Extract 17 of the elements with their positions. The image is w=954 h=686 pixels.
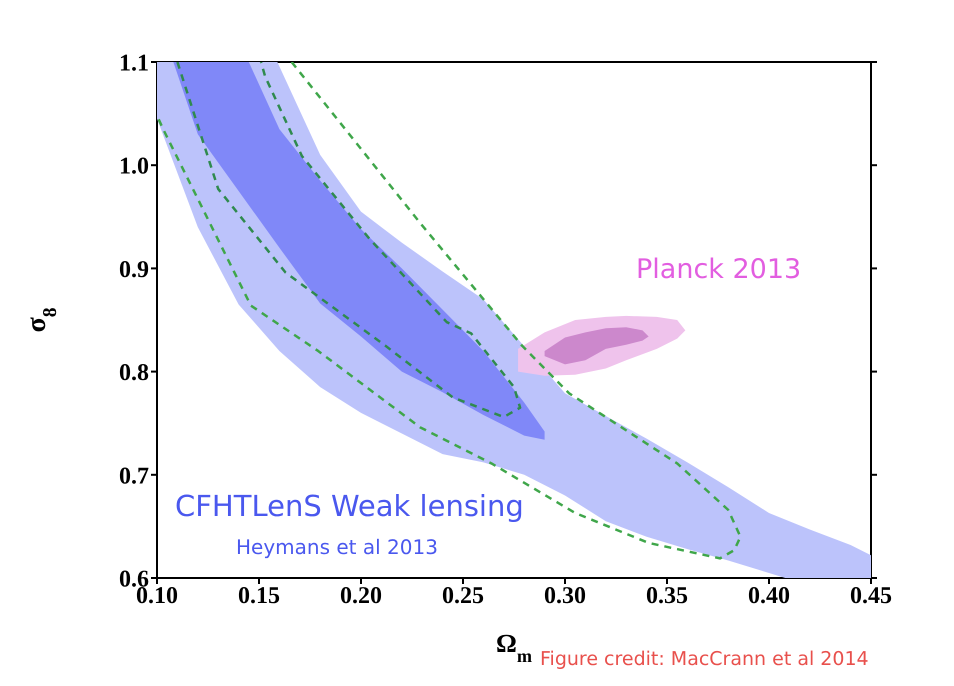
x-tick-label: 0.25 xyxy=(442,583,484,610)
x-axis-title: Ω$_{m}$ xyxy=(496,629,532,666)
x-tick-label: 0.45 xyxy=(850,583,892,610)
x-tick-label: 0.30 xyxy=(544,583,586,610)
x-tick-label: 0.40 xyxy=(748,583,790,610)
x-tick-label: 0.15 xyxy=(238,583,280,610)
text: Figure credit: MacCrann et al 2014 xyxy=(540,648,869,670)
y-tick-label: 1.1 xyxy=(119,50,149,77)
series-label: CFHTLenS Weak lensing xyxy=(175,489,524,523)
y-tick-label: 0.8 xyxy=(119,360,149,386)
y-tick-label: 1.0 xyxy=(119,154,149,180)
y-tick-label: 0.7 xyxy=(119,463,149,490)
annotation: Heymans et al 2013 xyxy=(236,535,438,559)
series-label: Planck 2013 xyxy=(636,254,802,285)
y-tick-label: 0.9 xyxy=(119,256,149,283)
x-tick-label: 0.35 xyxy=(646,583,688,610)
x-tick-label: 0.20 xyxy=(340,583,382,610)
